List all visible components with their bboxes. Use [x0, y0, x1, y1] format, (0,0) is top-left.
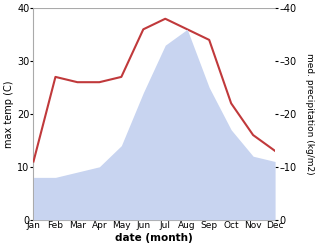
X-axis label: date (month): date (month) [115, 233, 193, 243]
Y-axis label: med. precipitation (kg/m2): med. precipitation (kg/m2) [305, 53, 314, 175]
Y-axis label: max temp (C): max temp (C) [4, 80, 14, 148]
